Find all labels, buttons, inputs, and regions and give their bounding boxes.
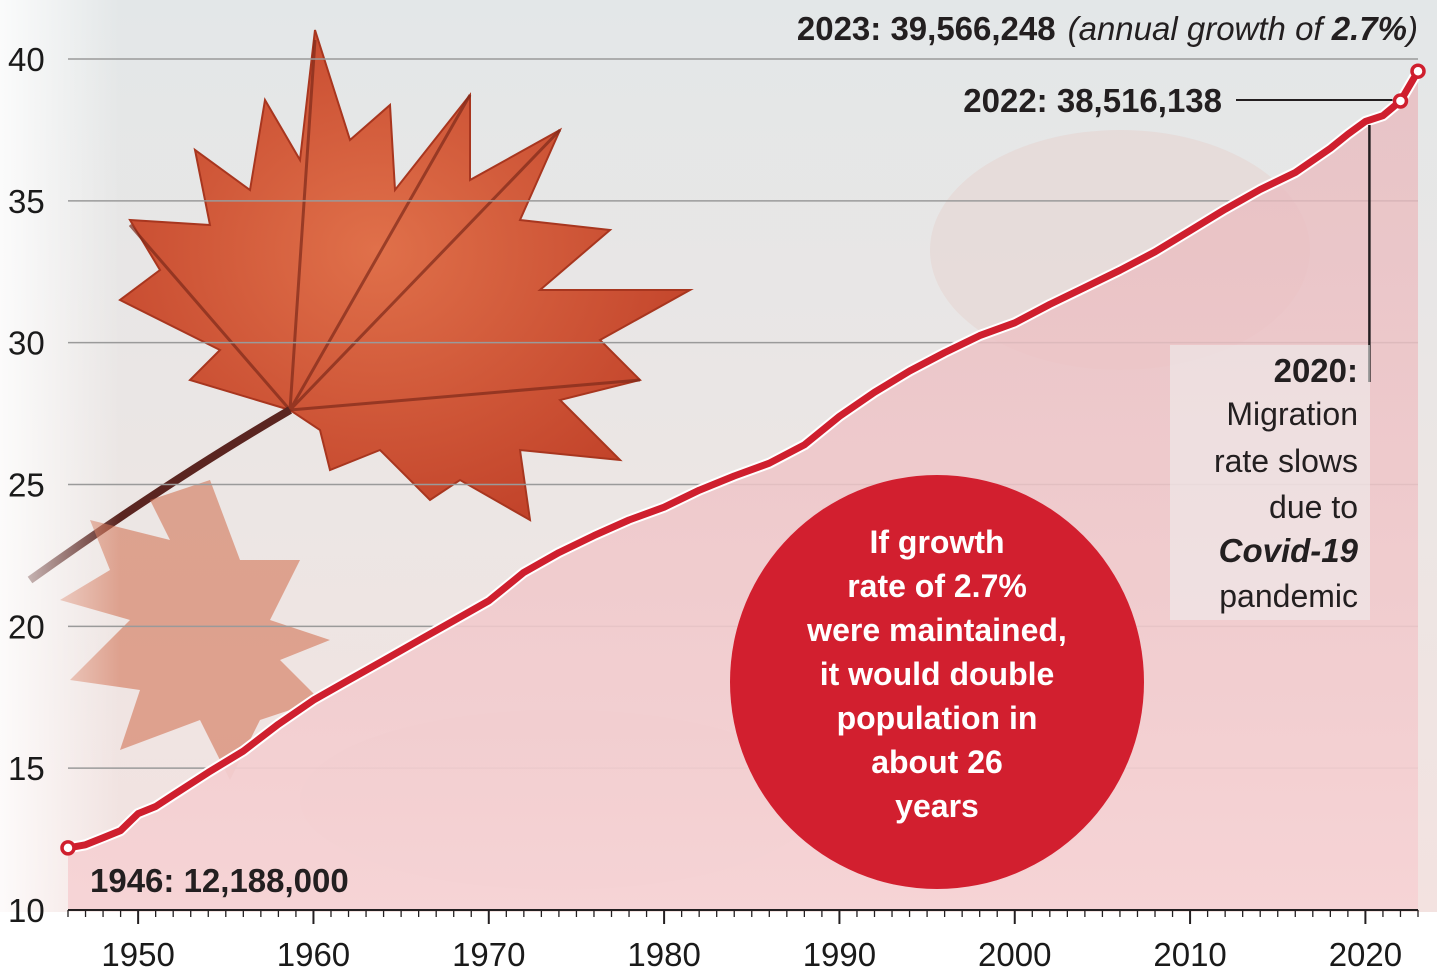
- x-tick-label: 1980: [627, 936, 700, 973]
- y-tick-label: 15: [8, 750, 45, 787]
- x-tick-label: 1960: [277, 936, 350, 973]
- y-tick-label: 30: [8, 325, 45, 362]
- series-line-path: [64, 67, 1422, 852]
- highlight-point: [60, 840, 76, 856]
- annotation-2023-close: ): [1403, 10, 1418, 47]
- note-line: Migration: [1226, 396, 1358, 432]
- highlight-point: [1392, 93, 1409, 109]
- annotation-2023-value: 2023: 39,566,248: [797, 10, 1056, 47]
- note-line: pandemic: [1219, 578, 1358, 614]
- maple-leaf-icon: [118, 29, 694, 522]
- maple-leaf-illustration: [0, 0, 694, 912]
- y-tick-label: 35: [8, 183, 45, 220]
- annotation-2023-rate: 2.7%: [1331, 10, 1407, 47]
- note-backdrop: [1170, 345, 1370, 620]
- annotation-2023-growth: (annual growth of: [1068, 10, 1332, 47]
- growth-callout: If growth rate of 2.7% were maintained, …: [730, 475, 1144, 889]
- x-tick-label: 2020: [1329, 936, 1402, 973]
- callout-circle: [730, 475, 1144, 889]
- x-tick-label: 2010: [1153, 936, 1226, 973]
- leaf-fade: [0, 0, 120, 912]
- callout-line: it would double: [820, 656, 1055, 692]
- callout-line: about 26: [871, 744, 1003, 780]
- annotation-2023: 2023: 39,566,248 (annual growth of 2.7%): [797, 10, 1418, 47]
- x-tick-label: 2000: [978, 936, 1051, 973]
- y-tick-label: 10: [8, 892, 45, 929]
- callout-line: were maintained,: [806, 612, 1067, 648]
- highlight-points: [60, 63, 1426, 856]
- x-tick-label: 1950: [101, 936, 174, 973]
- y-axis: 10 15 20 25 30 35 40: [8, 41, 45, 929]
- note-2020-year: 2020:: [1274, 352, 1358, 389]
- note-covid: Covid-19: [1219, 532, 1359, 569]
- y-tick-label: 25: [8, 467, 45, 504]
- note-line: due to: [1269, 489, 1358, 525]
- callout-line: rate of 2.7%: [847, 568, 1027, 604]
- y-tick-label: 40: [8, 41, 45, 78]
- maple-leaf-icon: [60, 480, 330, 780]
- highlight-point: [1410, 63, 1426, 79]
- callout-line: years: [895, 788, 979, 824]
- x-tick-label: 1970: [452, 936, 525, 973]
- x-tick-label: 1990: [803, 936, 876, 973]
- callout-line: If growth: [869, 524, 1004, 560]
- x-axis: 1950 1960 1970 1980 1990 2000 2010 2020: [67, 909, 1419, 973]
- note-line: rate slows: [1214, 443, 1358, 479]
- annotation-2022: 2022: 38,516,138: [963, 82, 1222, 119]
- annotation-1946: 1946: 12,188,000: [90, 862, 349, 899]
- series-line: [62, 65, 1424, 854]
- y-tick-label: 20: [8, 608, 45, 645]
- leaf-vein: [128, 39, 641, 412]
- callout-line: population in: [837, 700, 1038, 736]
